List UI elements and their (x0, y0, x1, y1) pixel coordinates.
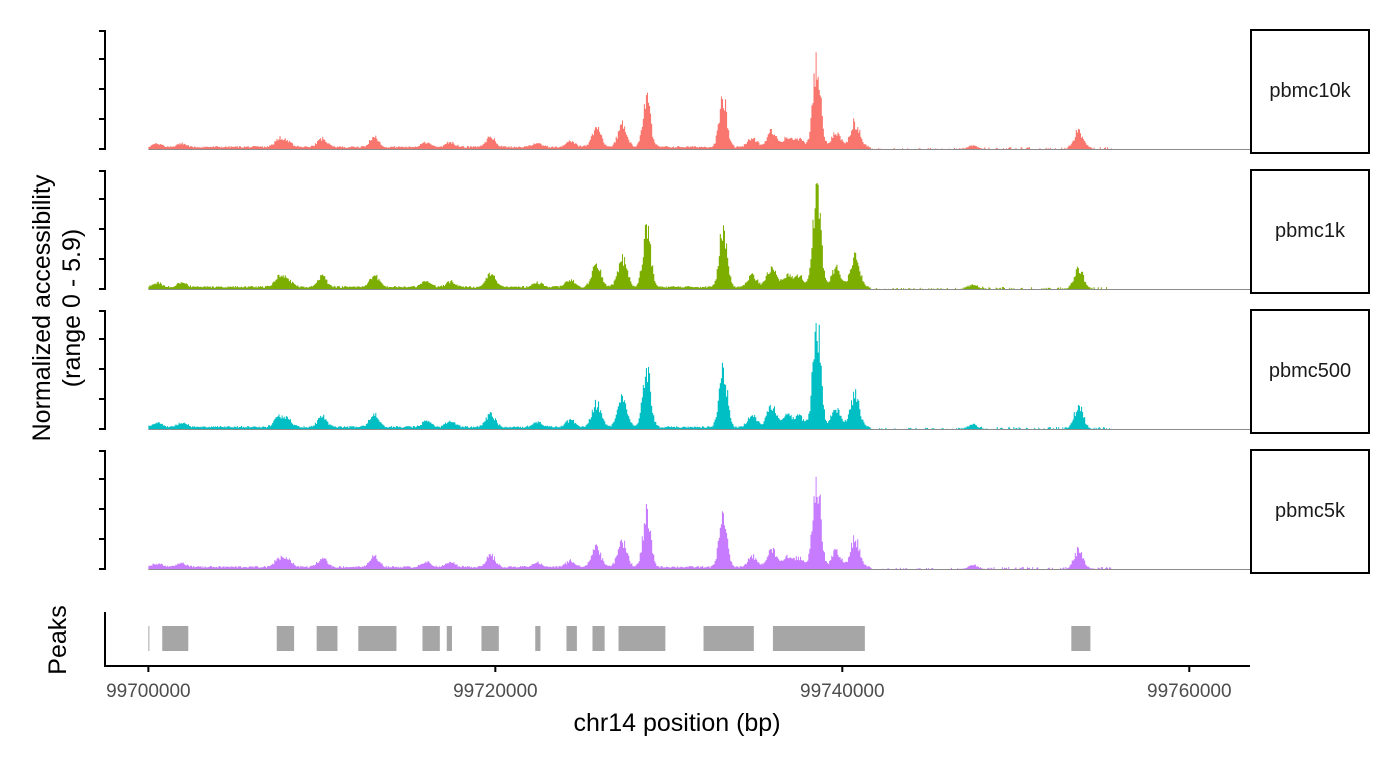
x-tick-label: 99720000 (453, 681, 538, 702)
peak-region (148, 626, 150, 651)
x-axis: 99700000 99720000 99740000 99760000 (104, 665, 1250, 702)
strip-label-pbmc1k: pbmc1k (1275, 220, 1346, 242)
strip-label-pbmc10k: pbmc10k (1269, 80, 1351, 102)
peak-region (535, 626, 541, 651)
strip-label-pbmc500: pbmc500 (1269, 360, 1351, 382)
peak-region (446, 626, 452, 651)
x-tick-label: 99700000 (106, 681, 191, 702)
coverage-area-pbmc5k (148, 476, 1113, 569)
y-axis-title-line2: (range 0 - 5.9) (58, 229, 86, 387)
peak-region (276, 626, 295, 651)
strip-box-pbmc5k (1250, 449, 1370, 574)
strip-box-pbmc1k (1250, 169, 1370, 294)
track-pbmc10k: pbmc10k (99, 29, 1370, 154)
coverage-area-pbmc1k (148, 183, 1113, 289)
peaks-track (104, 612, 1091, 666)
strip-box-pbmc10k (1250, 29, 1370, 154)
track-pbmc500: pbmc500 (99, 309, 1370, 434)
peak-region (1071, 626, 1091, 651)
peak-region (481, 626, 499, 651)
track-pbmc5k: pbmc5k (99, 449, 1370, 574)
strip-label-pbmc5k: pbmc5k (1275, 500, 1346, 522)
peak-region (703, 626, 754, 651)
peak-region (772, 626, 865, 651)
x-axis-title: chr14 position (bp) (573, 709, 780, 737)
track-pbmc1k: pbmc1k (99, 169, 1370, 294)
x-tick-label: 99740000 (800, 681, 885, 702)
peak-region (566, 626, 577, 651)
peaks-track-label: Peaks (44, 605, 72, 674)
peak-region (592, 626, 605, 651)
coverage-area-pbmc10k (148, 52, 1113, 150)
peak-region (422, 626, 440, 651)
strip-box-pbmc500 (1250, 309, 1370, 434)
peak-region (316, 626, 338, 651)
peak-region (162, 626, 189, 651)
peak-region (618, 626, 666, 651)
tracks-layer: pbmc10k pbmc1k pbmc500 pbmc5k (99, 29, 1370, 574)
x-tick-label: 99760000 (1147, 681, 1232, 702)
y-axis-title-line1: Normalized accessibility (28, 174, 56, 441)
coverage-area-pbmc500 (148, 323, 1113, 429)
peak-region (358, 626, 397, 651)
